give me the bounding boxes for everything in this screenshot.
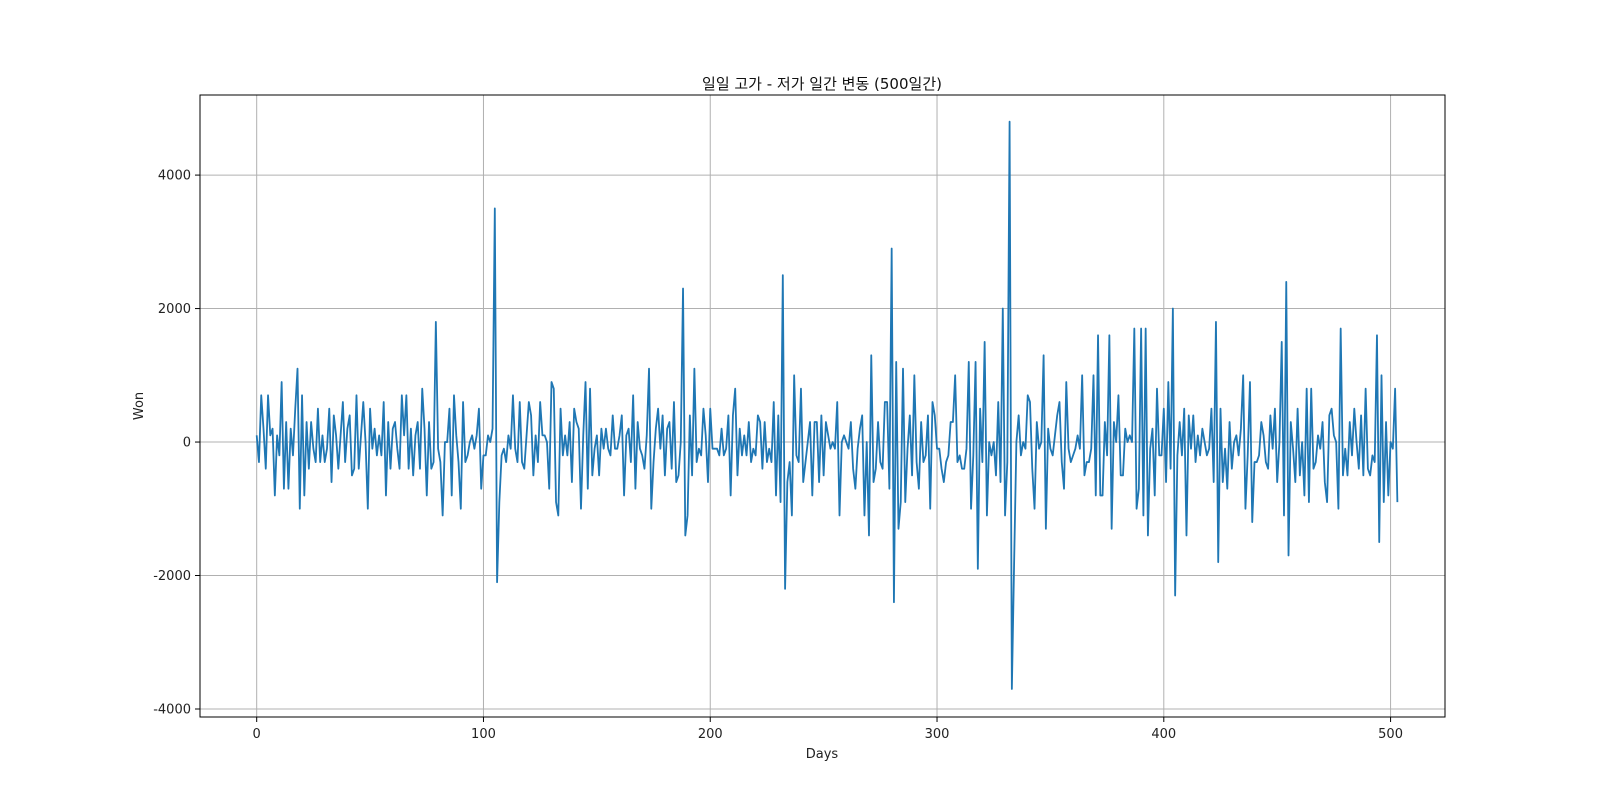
y-tick-label: 4000 — [158, 169, 191, 184]
plot-frame — [199, 94, 1446, 718]
x-tick-label: 200 — [698, 727, 723, 742]
x-tick-label: 100 — [471, 727, 496, 742]
series-line — [255, 120, 1399, 690]
x-tick-label: 300 — [925, 727, 950, 742]
y-tick-label: 2000 — [158, 302, 191, 317]
tick-layer: 0 100 200 300 400 500 -4000 -2000 0 2000 4000 — [153, 169, 1403, 742]
y-axis-label: Won — [132, 392, 147, 420]
y-tick-label: 0 — [183, 436, 191, 451]
x-tick-label: 400 — [1151, 727, 1176, 742]
y-tick-label: -2000 — [153, 569, 191, 584]
chart-title: 일일 고가 - 저가 일간 변동 (500일간) — [702, 75, 942, 93]
x-axis-label: Days — [806, 747, 839, 762]
grid-layer — [200, 95, 1445, 717]
series-layer — [255, 120, 1399, 690]
x-tick-label: 0 — [253, 727, 261, 742]
y-tick-label: -4000 — [153, 702, 191, 717]
x-tick-label: 500 — [1378, 727, 1403, 742]
